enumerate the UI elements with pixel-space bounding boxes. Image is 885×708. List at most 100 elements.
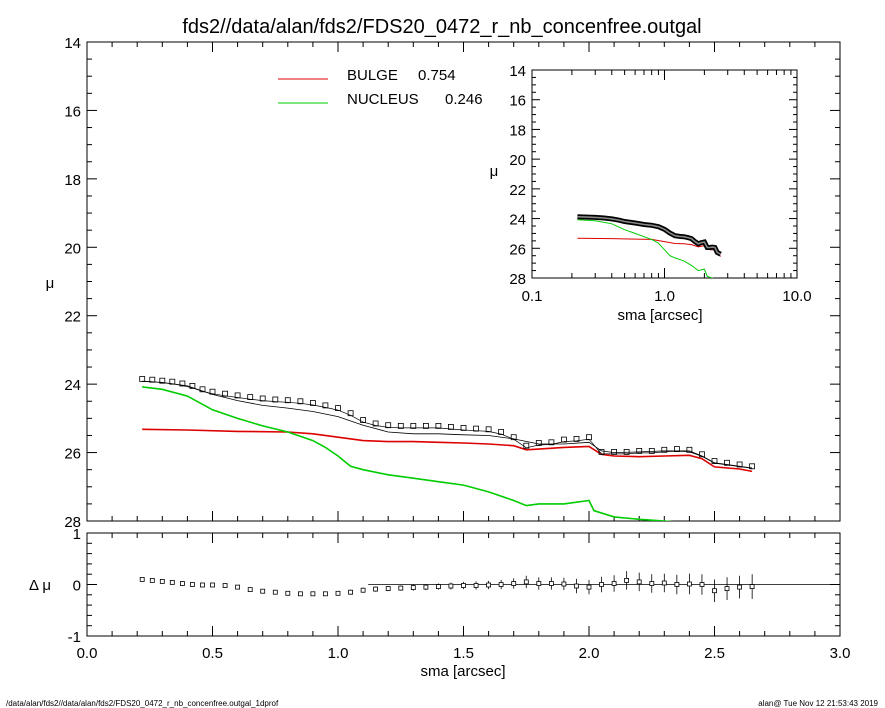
residual-point (511, 581, 517, 586)
residual-point (549, 581, 554, 586)
data-point (636, 447, 643, 454)
residual-point (586, 584, 592, 590)
data-point (272, 396, 279, 403)
residual-point (310, 591, 316, 597)
model-line-inner (142, 380, 753, 469)
data-point (711, 458, 718, 465)
residual-point (699, 582, 705, 587)
main-ytick-label: 26 (64, 446, 81, 463)
main-ytick-label: 18 (64, 172, 81, 189)
data-point (573, 435, 580, 442)
data-point (648, 447, 655, 454)
data-point (535, 440, 542, 446)
data-point (347, 410, 354, 417)
data-point (297, 398, 304, 405)
residual-point (179, 581, 185, 586)
residual-point (373, 586, 379, 592)
inset-ytick-label: 24 (509, 212, 526, 229)
nucleus-line (142, 386, 674, 521)
main-ytick-label: 14 (64, 35, 81, 52)
residual-point (297, 591, 303, 597)
data-point (498, 429, 505, 435)
inset-ytick-label: 22 (509, 182, 526, 199)
residual-xtick-label: 2.5 (704, 645, 725, 662)
residual-point (348, 589, 354, 595)
data-point (699, 451, 705, 458)
data-point (169, 378, 176, 385)
residual-point (200, 582, 205, 588)
residual-point (724, 586, 730, 591)
data-point (598, 448, 605, 455)
data-point (661, 446, 668, 453)
residual-point (461, 583, 466, 588)
data-point (284, 397, 291, 404)
bulge-line (142, 428, 753, 473)
data-point (623, 448, 630, 455)
residual-xtick-label: 3.0 (830, 645, 851, 662)
residual-point (661, 580, 667, 586)
residual-point (687, 581, 692, 587)
main-ytick-label: 16 (64, 103, 81, 120)
inset-plot-frame (531, 69, 798, 279)
data-point (199, 386, 206, 393)
inset-y-axis-label: μ (490, 163, 499, 180)
residual-point (674, 582, 680, 587)
residual-y-axis-label: Δ μ (29, 577, 51, 594)
residual-point (149, 578, 155, 583)
inset-ytick-label: 28 (509, 271, 526, 288)
residual-point (523, 579, 529, 585)
residual-xtick-label: 1.5 (453, 645, 474, 662)
residual-xtick-label: 2.0 (579, 645, 600, 662)
data-point (149, 376, 156, 383)
residual-point (410, 585, 416, 590)
residual-point (611, 581, 617, 586)
data-point (397, 422, 404, 429)
main-ytick-label: 22 (64, 309, 81, 326)
data-point (586, 434, 592, 441)
main-ytick-label: 28 (64, 514, 81, 531)
residual-point (398, 585, 404, 591)
residual-point (448, 583, 454, 589)
residual-point (561, 581, 567, 587)
data-point (309, 400, 316, 406)
residual-point (189, 582, 195, 587)
legend-nucleus-value: 0.246 (445, 91, 483, 108)
data-point (222, 390, 229, 397)
main-ytick-label: 24 (64, 377, 81, 394)
data-point (372, 420, 379, 427)
inset-ytick-label: 26 (509, 241, 526, 258)
residual-point (139, 577, 145, 582)
inset-nucleus-line (577, 219, 714, 278)
data-point (422, 422, 429, 429)
data-point (736, 461, 743, 468)
residual-point (159, 579, 165, 584)
data-point (510, 434, 517, 441)
data-point (686, 446, 693, 453)
inset-ytick-label: 14 (509, 63, 526, 80)
inset-xtick-label: 0.1 (522, 288, 543, 305)
data-point (548, 439, 555, 446)
residual-ytick-label: 1 (73, 526, 81, 543)
data-point (179, 380, 186, 387)
legend-bulge-value: 0.754 (418, 67, 456, 84)
residual-point (536, 581, 542, 586)
model-line (142, 381, 753, 469)
data-point (460, 424, 467, 431)
residual-point (322, 591, 328, 597)
residual-point (385, 586, 391, 591)
inset-x-axis-label: sma [arcsec] (617, 307, 702, 324)
data-point (335, 405, 341, 412)
residual-point (435, 584, 441, 589)
residual-point (712, 588, 717, 594)
residual-point (222, 583, 228, 588)
data-point (473, 425, 480, 432)
residual-point (235, 584, 241, 590)
data-point (139, 376, 146, 382)
residual-point (272, 589, 278, 595)
residual-point (486, 582, 492, 588)
data-point (247, 394, 254, 401)
chart-title: fds2//data/alan/fds2/FDS20_0472_r_nb_con… (182, 16, 701, 38)
residual-point (285, 590, 291, 596)
